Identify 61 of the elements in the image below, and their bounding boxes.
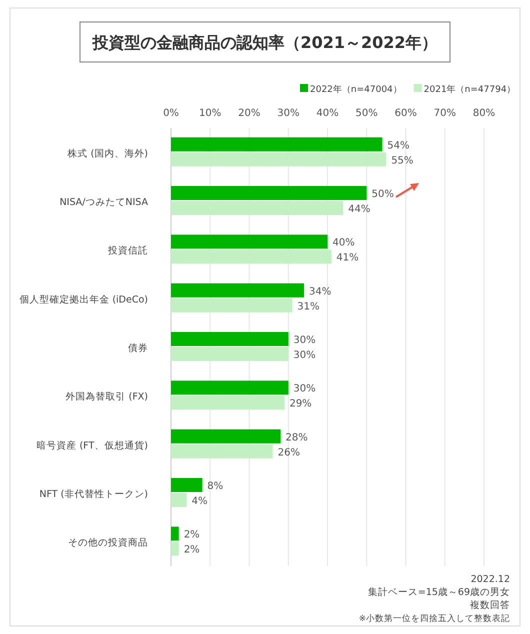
- bar: [171, 186, 367, 200]
- data-label: 55%: [391, 155, 414, 166]
- y-tick-label: NFT (非代替性トークン): [39, 488, 148, 500]
- bar: [171, 380, 288, 395]
- data-label: 2%: [184, 530, 200, 541]
- data-label: 54%: [387, 140, 410, 152]
- data-label: 41%: [336, 252, 359, 264]
- x-tick-label: 60%: [394, 108, 417, 119]
- data-label: 4%: [192, 496, 208, 507]
- data-label: 30%: [293, 384, 316, 395]
- x-tick-label: 20%: [238, 108, 260, 119]
- data-label: 2%: [184, 544, 200, 556]
- y-tick-label: 外国為替取引 (FX): [66, 390, 148, 403]
- bar: [171, 542, 179, 556]
- x-tick-label: 40%: [316, 108, 339, 119]
- x-tick-label: 70%: [434, 108, 456, 119]
- bar: [171, 493, 187, 507]
- text: 2022.12: [470, 574, 510, 585]
- text: 複数回答: [470, 599, 510, 611]
- bar: [171, 250, 332, 264]
- data-label: 28%: [286, 432, 308, 444]
- x-tick-label: 0%: [163, 108, 179, 119]
- bar: [171, 332, 288, 346]
- y-tick-label: 株式 (国内、海外): [66, 147, 148, 160]
- x-tick-label: 80%: [472, 108, 496, 119]
- y-tick-label: 債券: [128, 342, 148, 354]
- bar: [171, 152, 386, 166]
- data-label: 44%: [348, 204, 370, 215]
- legend-label: 2021年（n=47794）: [424, 84, 516, 95]
- x-tick-label: 50%: [356, 108, 378, 119]
- data-label: 26%: [278, 447, 300, 458]
- x-tick-label: 10%: [199, 108, 222, 119]
- bar: [171, 478, 202, 492]
- bar: [171, 444, 273, 458]
- y-tick-label: 暗号資産 (FT、仮想通貨): [36, 439, 148, 452]
- y-tick-label: NISA/つみたてNISA: [60, 197, 148, 208]
- bar: [171, 526, 179, 541]
- data-label: 30%: [293, 335, 316, 346]
- data-label: 50%: [372, 189, 394, 200]
- y-tick-label: 投資信託: [107, 244, 148, 257]
- bar: [171, 137, 382, 152]
- bar: [171, 347, 288, 361]
- bar: [171, 234, 328, 249]
- data-label: 8%: [207, 481, 224, 492]
- text: 集計ベース=15歳～69歳の男女: [368, 586, 510, 598]
- bar: [171, 298, 292, 312]
- chart-title: 投資型の金融商品の認知率（2021～2022年）: [91, 33, 438, 52]
- text: ※小数第一位を四捨五入して整数表記: [358, 613, 510, 624]
- legend-label: 2022年（n=47004）: [310, 84, 402, 95]
- data-label: 40%: [332, 238, 355, 249]
- bar: [171, 396, 284, 410]
- data-label: 34%: [309, 286, 332, 298]
- bar: [171, 201, 344, 215]
- x-tick-label: 30%: [277, 108, 300, 119]
- y-tick-label: 個人型確定拠出年金 (iDeCo): [19, 293, 148, 306]
- y-tick-label: その他の投資商品: [68, 536, 148, 549]
- data-label: 31%: [297, 301, 320, 312]
- data-label: 30%: [293, 350, 316, 361]
- bar: [171, 283, 304, 298]
- data-label: 29%: [289, 398, 312, 410]
- bar: [171, 429, 281, 444]
